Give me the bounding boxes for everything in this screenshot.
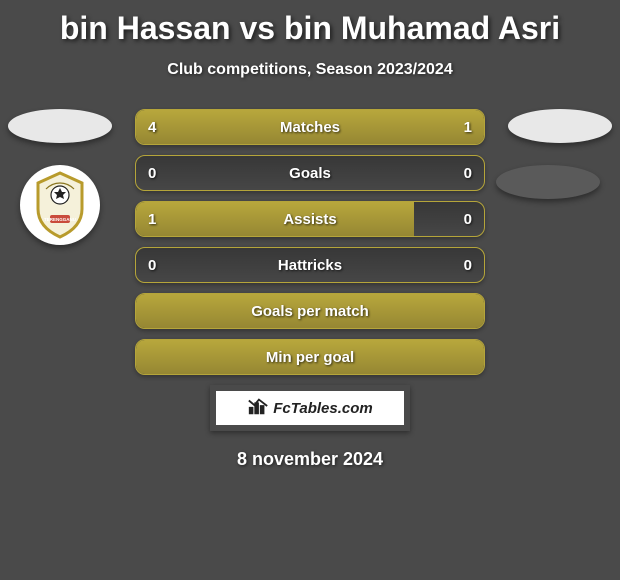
stat-row: 41Matches: [135, 109, 485, 145]
date-label: 8 november 2024: [0, 449, 620, 470]
chart-icon: [247, 395, 269, 421]
stats-list: 41Matches 00Goals 10Assists 00Hattricks Goal…: [135, 109, 485, 375]
club-badge-icon: TERENGGANU: [20, 165, 100, 245]
stat-label: Assists: [136, 202, 484, 237]
stat-row: 10Assists: [135, 201, 485, 237]
stat-label: Matches: [136, 110, 484, 145]
page-subtitle: Club competitions, Season 2023/2024: [0, 61, 620, 79]
player-right-avatar: [508, 109, 612, 143]
stat-label: Hattricks: [136, 248, 484, 283]
stat-label: Goals: [136, 156, 484, 191]
stat-label: Goals per match: [136, 294, 484, 329]
club-right-badge: [496, 165, 600, 199]
stat-row: 00Goals: [135, 155, 485, 191]
stat-label: Min per goal: [136, 340, 484, 375]
badge-placeholder-icon: [496, 165, 600, 199]
comparison-area: TERENGGANU 41Matches 00Goals 10Assists 00Ha…: [0, 109, 620, 470]
avatar-placeholder-icon: [8, 109, 112, 143]
stat-row: 00Hattricks: [135, 247, 485, 283]
club-left-badge: TERENGGANU: [20, 165, 100, 245]
brand-label: FcTables.com: [273, 400, 372, 417]
stat-row: Goals per match: [135, 293, 485, 329]
avatar-placeholder-icon: [508, 109, 612, 143]
brand-watermark: FcTables.com: [210, 385, 410, 431]
stat-row: Min per goal: [135, 339, 485, 375]
player-left-avatar: [8, 109, 112, 143]
page-title: bin Hassan vs bin Muhamad Asri: [0, 0, 620, 47]
svg-text:TERENGGANU: TERENGGANU: [44, 217, 76, 222]
